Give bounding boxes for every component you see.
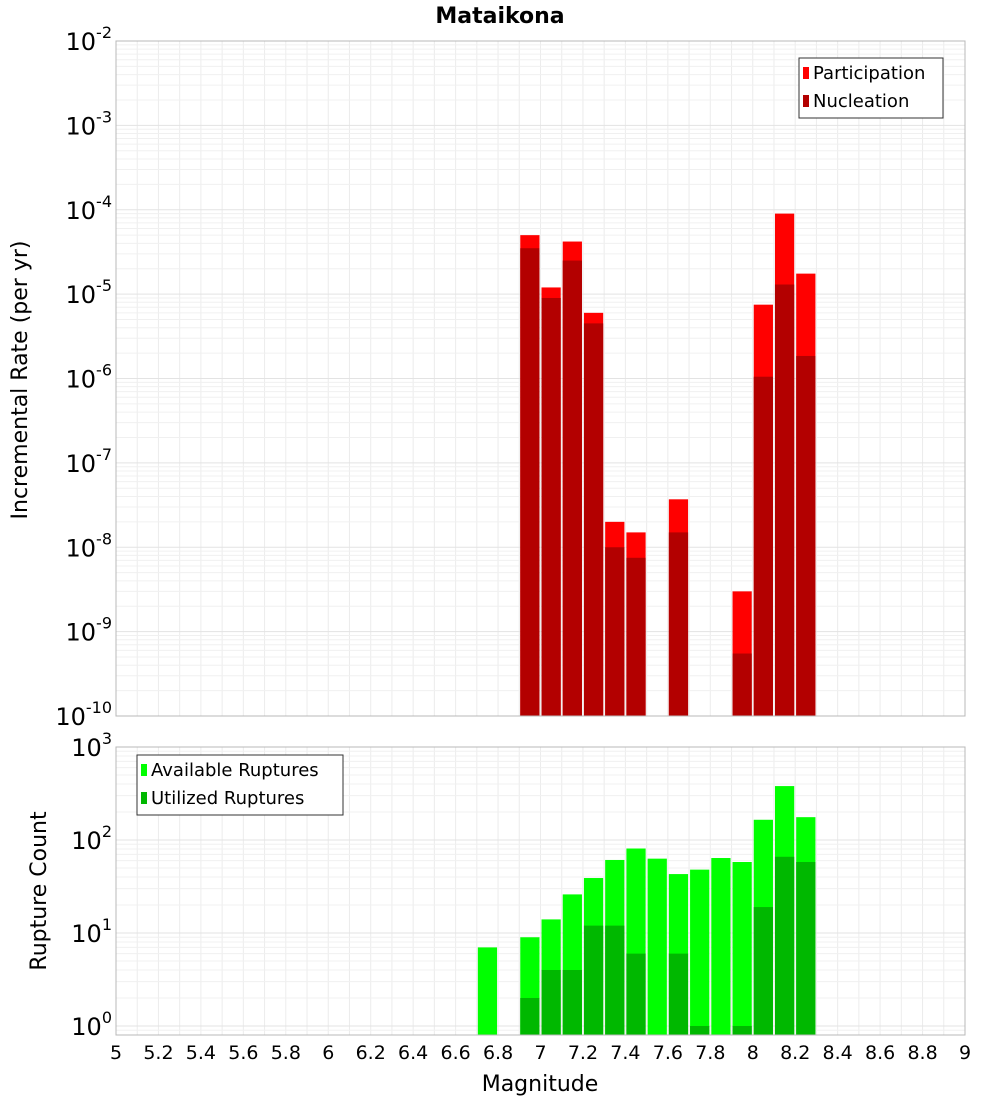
x-tick-label: 7.6: [653, 1042, 683, 1064]
y-tick-label: 10-9: [66, 614, 113, 647]
x-tick-label: 7: [534, 1042, 546, 1064]
bar: [541, 969, 561, 1035]
bar: [520, 248, 540, 717]
x-tick-label: 7.8: [695, 1042, 725, 1064]
x-tick-label: 7.2: [568, 1042, 598, 1064]
x-tick-label: 5.4: [186, 1042, 216, 1064]
y-tick-label: 10-10: [55, 698, 112, 731]
x-tick-label: 5.8: [271, 1042, 301, 1064]
x-tick-label: 5.6: [228, 1042, 258, 1064]
legend-box: [798, 57, 944, 119]
y-tick-label: 10-4: [66, 192, 113, 225]
bar: [668, 532, 689, 716]
x-tick-label: 6.6: [440, 1042, 470, 1064]
bar: [562, 260, 582, 716]
legend: Participation Nucleation: [798, 57, 944, 119]
bar: [774, 284, 795, 716]
bar: [583, 323, 604, 716]
bar: [668, 953, 689, 1035]
legend-swatch: [141, 764, 147, 776]
y-tick-label: 10-5: [66, 276, 113, 309]
bar: [711, 858, 731, 1035]
bar: [732, 1025, 752, 1035]
plot-border: [115, 746, 966, 1036]
y-tick-label: 10-8: [66, 529, 113, 562]
bar: [520, 997, 540, 1035]
bar: [583, 925, 604, 1035]
legend-label: Nucleation: [813, 91, 909, 112]
legend-label: Available Ruptures: [151, 760, 319, 781]
x-axis-label: Magnitude: [482, 1072, 599, 1097]
bar: [690, 1025, 710, 1035]
bar: [796, 355, 816, 716]
y-tick-label: 10-7: [66, 445, 113, 478]
bar: [626, 953, 646, 1035]
bar: [753, 376, 773, 716]
bottom-y-axis-label: Rupture Count: [27, 811, 52, 971]
x-tick-label: 8.6: [865, 1042, 895, 1064]
legend-swatch: [803, 67, 809, 79]
bar: [796, 861, 816, 1035]
bar: [605, 547, 625, 716]
y-tick-label: 10-2: [66, 23, 113, 56]
legend-swatch: [141, 792, 147, 804]
legend: Available Ruptures Utilized Ruptures: [136, 754, 344, 816]
x-tick-label: 6.8: [483, 1042, 513, 1064]
legend-label: Participation: [813, 63, 925, 84]
legend-box: [136, 754, 344, 816]
gridlines: [115, 41, 966, 717]
bar: [605, 925, 625, 1035]
top-y-axis-label: Incremental Rate (per yr): [8, 241, 33, 520]
plot-border: [115, 40, 966, 717]
bar: [732, 861, 752, 1035]
y-tick-label: 102: [71, 822, 112, 855]
x-tick-label: 5: [110, 1042, 122, 1064]
y-tick-label: 101: [71, 915, 112, 948]
bar: [753, 907, 773, 1035]
x-tick-label: 8.4: [823, 1042, 853, 1064]
y-tick-label: 10-3: [66, 107, 113, 140]
bar: [774, 856, 795, 1035]
bar: [541, 297, 561, 716]
bar: [626, 557, 646, 716]
x-tick-label: 5.2: [143, 1042, 173, 1064]
x-tick-label: 8: [747, 1042, 759, 1064]
legend-label: Utilized Ruptures: [151, 788, 304, 809]
chart-title: Mataikona: [435, 4, 564, 29]
x-tick-label: 8.2: [780, 1042, 810, 1064]
x-tick-label: 6.2: [356, 1042, 386, 1064]
series-nucleation: [520, 248, 816, 717]
y-tick-label: 100: [71, 1008, 112, 1041]
x-tick-label: 8.8: [907, 1042, 937, 1064]
bar: [732, 653, 752, 716]
y-tick-label: 103: [71, 729, 112, 762]
bar: [690, 869, 710, 1035]
x-tick-label: 6: [322, 1042, 334, 1064]
x-tick-label: 7.4: [610, 1042, 640, 1064]
bar: [562, 969, 582, 1035]
x-tick-label: 9: [959, 1042, 971, 1064]
series-utilized-ruptures: [520, 856, 816, 1035]
bar: [647, 858, 667, 1035]
x-tick-label: 6.4: [398, 1042, 428, 1064]
y-tick-label: 10-6: [66, 361, 113, 394]
bar: [477, 947, 498, 1035]
legend-swatch: [803, 95, 809, 107]
